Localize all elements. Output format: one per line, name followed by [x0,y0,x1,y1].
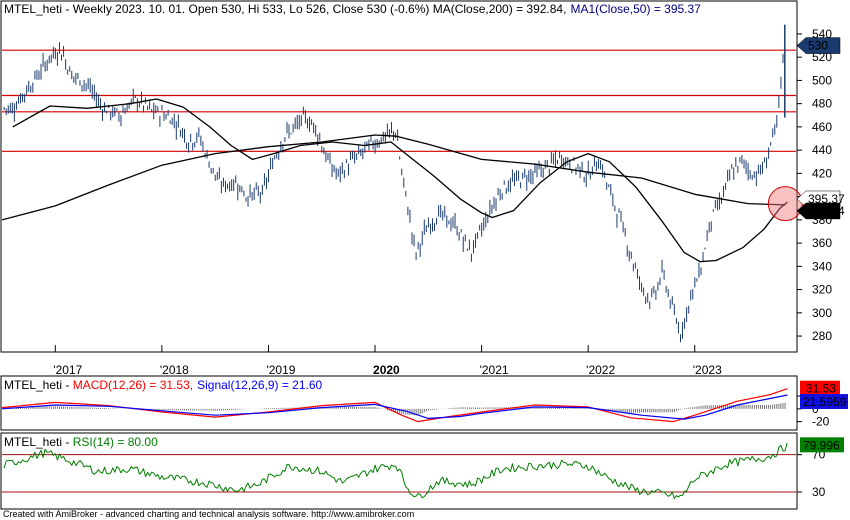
macd-value-marker-bg [800,380,840,396]
rsi-value-marker-bg [800,437,844,453]
footer-credit: Created with AmiBroker - advanced charti… [3,509,414,519]
signal-value-marker-bg [800,394,848,410]
ma-cross-highlight [767,186,803,222]
signal-value-marker-text: 21.5959 [803,395,847,409]
macd-layer [1,388,788,423]
price-y-tick-label: 360 [812,236,832,250]
price-y-tick-label: 420 [812,166,832,180]
year-label: '2023 [693,363,722,377]
signal-line [1,394,788,420]
rsi-value-marker-text: 79.996 [803,438,840,452]
price-y-tick-label: 320 [812,283,832,297]
price-y-tick-label: 340 [812,259,832,273]
price-layer [1,24,803,343]
rsi-value-marker: 79.996 [800,437,844,453]
macd-y-tick-label: -20 [812,415,830,429]
price-y-tick-label: 500 [812,73,832,87]
ma50-marker-text: 395.37 [808,192,845,206]
signal-value-marker: 21.5959 [800,394,848,410]
ma50-line [12,98,788,263]
macd-title: MTEL_heti - MACD(12,26) = 31.53, Signal(1… [4,378,323,392]
rsi-title: MTEL_heti - RSI(14) = 80.00 [4,435,158,449]
price-y-tick-label: 480 [812,97,832,111]
price-y-tick-label: 300 [812,306,832,320]
ma200-marker: 392.84 [796,202,845,220]
year-label: '2018 [160,363,189,377]
ma200-marker-text: 392.84 [808,204,845,218]
rsi-line [3,442,788,499]
year-label: 2020 [373,363,400,377]
ma200-line [1,134,786,221]
price-title: MTEL_heti - Weekly 2023. 10. 01. Open 53… [4,2,701,16]
price-y-tick-label: 460 [812,120,832,134]
close-price-marker: 530 [796,37,841,54]
year-label: '2017 [53,363,82,377]
ma200-marker-bg [796,202,841,220]
rsi-panel-frame [0,432,798,510]
macd-value-marker: 31.53 [800,380,840,396]
year-label: '2021 [480,363,509,377]
close-price-marker-bg [796,37,841,54]
price-y-tick-label: 280 [812,329,832,343]
year-label: '2022 [586,363,615,377]
close-price-marker-text: 530 [808,39,828,53]
rsi-layer [2,442,796,499]
axis-layer: '2017 '2018 '2019 2020 '2021 '2022 '2023 280 300… [53,27,848,499]
price-y-tick-label: 440 [812,143,832,157]
macd-line [1,388,788,423]
price-panel-frame [0,0,798,353]
rsi-y-tick-label: 30 [812,485,826,499]
macd-value-marker-text: 31.53 [806,382,836,396]
year-label: '2019 [266,363,295,377]
